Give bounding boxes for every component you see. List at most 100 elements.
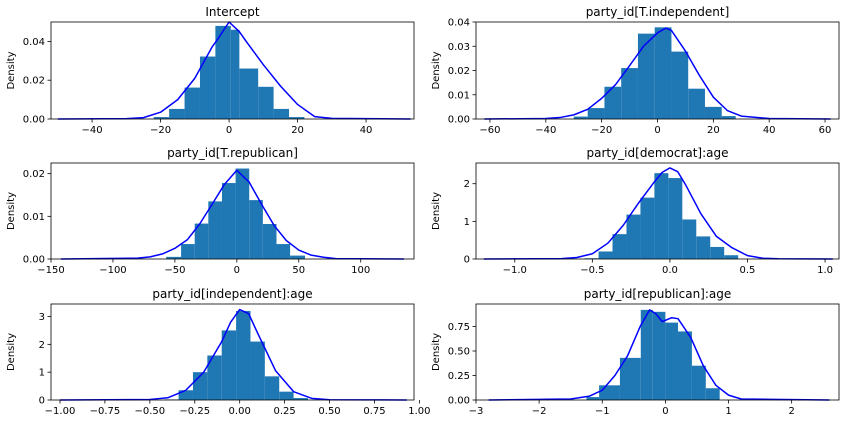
subplot-2: −60 −40 −20 0 20 40 60 0.00 0.01 0.02 0.03 0.04 Dens… — [431, 5, 840, 136]
x-tick-label: 20 — [707, 125, 720, 136]
kde-line — [483, 167, 833, 260]
x-axis: −1.0 −0.5 0.0 0.5 1.0 — [503, 259, 833, 276]
x-tick-label: 60 — [819, 125, 832, 136]
y-tick-label: 1 — [39, 368, 45, 379]
histogram-bar — [166, 256, 182, 259]
x-tick-label: 100 — [351, 265, 370, 276]
y-axis: 0.00 0.02 0.04 — [23, 37, 51, 126]
histogram-bar — [721, 116, 736, 119]
x-axis: −3 −2 −1 0 1 2 — [469, 400, 795, 417]
histogram-bars — [586, 309, 720, 400]
histogram-bar — [691, 365, 706, 400]
x-tick-label: 0.0 — [662, 265, 678, 276]
subplot-5: −1.00 −0.75 −0.50 −0.25 0.00 0.25 0.50 0.75 1.00… — [6, 287, 431, 417]
x-axis: −1.00 −0.75 −0.50 −0.25 0.00 0.25 0.50 0.75 1.00 — [45, 400, 431, 417]
y-axis-label: Density — [431, 51, 442, 89]
x-tick-label: 1.00 — [408, 406, 430, 417]
histogram-bar — [668, 178, 683, 259]
x-tick-label: −3 — [469, 406, 484, 417]
x-tick-label: −0.50 — [135, 406, 166, 417]
histogram-bar — [626, 214, 641, 259]
x-tick-label: 0.25 — [273, 406, 295, 417]
y-tick-label: 0.02 — [23, 76, 45, 87]
y-axis-label: Density — [6, 51, 17, 89]
subplot-1: −40 −20 0 20 40 0.00 0.02 0.04 Density Intercept — [6, 5, 415, 136]
histogram-bars — [166, 168, 305, 259]
x-axis: −40 −20 0 20 40 — [82, 119, 372, 136]
histogram-bar — [704, 106, 722, 119]
y-tick-label: 0.02 — [23, 169, 45, 180]
histogram-bar — [598, 251, 613, 259]
histogram-bar — [293, 398, 308, 400]
histogram-bar — [184, 87, 200, 119]
y-tick-label: 0.04 — [23, 37, 45, 48]
histogram-bars — [164, 310, 308, 400]
x-tick-label: −20 — [150, 125, 171, 136]
histogram-bar — [178, 390, 193, 400]
histogram-bar — [215, 25, 231, 120]
histogram-bar — [194, 223, 209, 259]
y-axis: 0 1 2 3 — [39, 312, 51, 407]
histogram-bar — [612, 234, 627, 259]
x-tick-label: 20 — [291, 125, 304, 136]
axes-frame — [50, 303, 415, 401]
subplot-6: −3 −2 −1 0 1 2 0.00 0.25 0.50 0.75 Density party_id… — [431, 287, 840, 417]
histogram-bar — [705, 388, 720, 400]
histogram-bar — [199, 56, 216, 119]
histogram-bars — [584, 173, 739, 259]
x-tick-label: 0 — [234, 265, 240, 276]
histogram-bar — [573, 116, 588, 119]
axes-frame — [50, 162, 415, 260]
axes-frame — [475, 303, 840, 401]
y-tick-label: 0 — [464, 255, 470, 266]
x-tick-label: 0 — [662, 406, 668, 417]
histogram-bar — [619, 357, 641, 400]
y-tick-label: 0.75 — [448, 322, 470, 333]
y-tick-label: 0.00 — [448, 396, 470, 407]
x-tick-label: −0.25 — [179, 406, 210, 417]
x-tick-label: 0.75 — [363, 406, 385, 417]
histogram-bar — [652, 311, 666, 400]
x-tick-label: −60 — [479, 125, 500, 136]
histogram-bar — [235, 168, 250, 259]
histogram-bar — [654, 173, 669, 259]
x-tick-label: −40 — [82, 125, 103, 136]
y-tick-label: 0.02 — [448, 66, 470, 77]
x-axis: −60 −40 −20 0 20 40 60 — [479, 119, 831, 136]
x-tick-label: −20 — [591, 125, 612, 136]
y-tick-label: 0.01 — [448, 90, 470, 101]
subplot-title: Intercept — [205, 5, 260, 19]
x-tick-label: −150 — [37, 265, 64, 276]
x-tick-label: −1 — [595, 406, 610, 417]
histogram-bar — [153, 117, 170, 119]
subplot-3: −150 −100 −50 0 50 100 0.00 0.01 0.02 Density part… — [6, 146, 415, 276]
y-tick-label: 2 — [464, 179, 470, 190]
y-tick-label: 0.00 — [448, 115, 470, 126]
x-axis: −150 −100 −50 0 50 100 — [37, 259, 370, 276]
histogram-bars — [153, 25, 305, 120]
histogram-bar — [230, 29, 240, 119]
y-axis: 0 1 2 — [464, 179, 476, 266]
histogram-bar — [207, 355, 222, 400]
histogram-bar — [682, 219, 697, 259]
x-tick-label: 0.50 — [318, 406, 340, 417]
x-tick-label: −0.75 — [90, 406, 121, 417]
histogram-bar — [249, 200, 263, 259]
y-axis-label: Density — [431, 333, 442, 371]
x-tick-label: −50 — [164, 265, 185, 276]
histogram-bar — [640, 309, 653, 400]
histogram-bar — [262, 224, 277, 259]
x-tick-label: −100 — [99, 265, 126, 276]
histogram-bar — [273, 108, 290, 119]
y-axis: 0.00 0.01 0.02 — [23, 169, 51, 266]
histogram-bar — [264, 376, 280, 400]
histogram-bar — [654, 27, 672, 119]
histogram-bar — [599, 385, 620, 400]
x-tick-label: −40 — [535, 125, 556, 136]
y-axis-label: Density — [431, 192, 442, 230]
histogram-bar — [279, 391, 294, 400]
histogram-bar — [586, 397, 600, 400]
subplot-title: party_id[independent]:age — [152, 287, 312, 301]
y-tick-label: 0 — [39, 396, 45, 407]
